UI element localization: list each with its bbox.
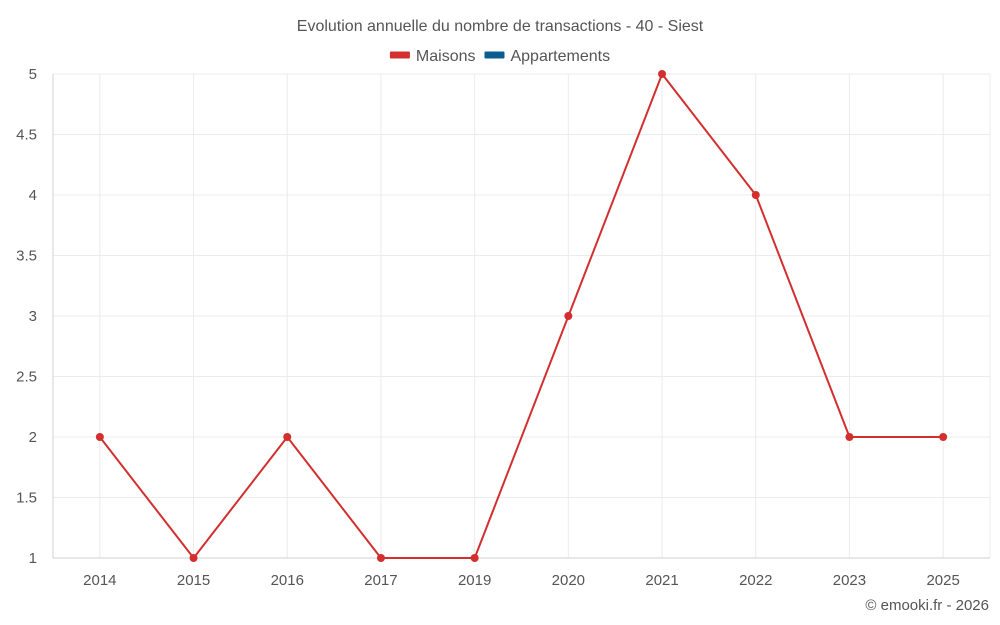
data-point[interactable] (751, 191, 760, 199)
x-tick-label: 2017 (364, 572, 397, 589)
data-point[interactable] (470, 554, 479, 562)
data-point[interactable] (564, 312, 573, 320)
legend-swatch (389, 51, 410, 59)
y-tick-label: 1 (29, 550, 37, 567)
x-tick-label: 2025 (926, 572, 959, 589)
y-tick-label: 5 (29, 66, 37, 83)
legend-label: Maisons (416, 48, 476, 65)
data-point[interactable] (845, 433, 854, 441)
y-tick-label: 4 (29, 187, 37, 204)
legend-swatch (484, 51, 505, 59)
data-point[interactable] (95, 433, 104, 441)
data-point[interactable] (376, 554, 385, 562)
legend[interactable]: Maisons Appartements (389, 48, 610, 65)
x-tick-label: 2015 (177, 572, 210, 589)
x-tick-label: 2019 (458, 572, 491, 589)
legend-label: Appartements (510, 48, 610, 65)
y-tick-label: 2 (29, 429, 37, 446)
grid (53, 73, 991, 558)
chart-title: Evolution annuelle du nombre de transact… (297, 18, 704, 35)
data-point[interactable] (283, 433, 292, 441)
axes (52, 74, 990, 559)
legend-item-appartements[interactable]: Appartements (484, 48, 610, 65)
x-tick-label: 2016 (271, 572, 304, 589)
y-tick-label: 2.5 (16, 369, 37, 386)
x-tick-label: 2022 (739, 572, 772, 589)
title-group: Evolution annuelle du nombre de transact… (297, 18, 704, 35)
series-group (95, 70, 948, 562)
data-point[interactable] (658, 70, 667, 78)
x-tick-label: 2020 (552, 572, 585, 589)
series-line-maisons (99, 73, 944, 559)
y-tick-label: 4.5 (16, 127, 37, 144)
y-axis-ticks: 1 1.5 2 2.5 3 3.5 4 4.5 5 (16, 66, 37, 567)
y-tick-label: 1.5 (16, 490, 37, 507)
y-tick-label: 3.5 (16, 248, 37, 265)
x-tick-label: 2014 (83, 572, 116, 589)
legend-item-maisons[interactable]: Maisons (389, 48, 476, 65)
x-tick-label: 2021 (645, 572, 678, 589)
y-tick-label: 3 (29, 308, 37, 325)
x-axis-ticks: 2014 2015 2016 2017 2019 2020 2021 2022 2023 2025 (83, 572, 960, 589)
credit-text: © emooki.fr - 2026 (865, 597, 989, 614)
x-tick-label: 2023 (833, 572, 866, 589)
data-point[interactable] (939, 433, 948, 441)
data-point[interactable] (189, 554, 198, 562)
